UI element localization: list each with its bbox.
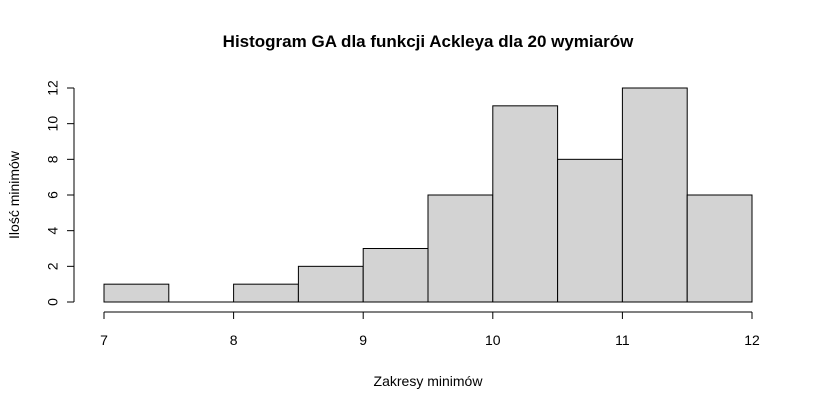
chart-title: Histogram GA dla funkcji Ackleya dla 20 … [223,32,634,51]
x-tick-label: 8 [230,332,238,348]
y-tick-label: 0 [45,298,61,306]
y-tick-label: 2 [45,262,61,270]
histogram-bar [427,194,494,303]
x-axis-label: Zakresy minimów [374,373,484,389]
x-tick-label: 10 [485,332,501,348]
histogram-bar [233,283,299,303]
y-axis-label: Ilość minimów [6,150,22,239]
bars-group [103,87,753,303]
histogram-bar [557,158,623,303]
y-tick-label: 12 [45,80,61,96]
y-tick-label: 4 [45,227,61,235]
histogram-bar [297,265,364,303]
y-tick-label: 10 [45,116,61,132]
x-tick-label: 11 [615,332,630,348]
x-axis: 7 8 9 10 11 12 [100,311,760,348]
histogram-bar [103,283,170,303]
histogram-bar [686,194,753,303]
histogram-bar [492,105,559,303]
y-tick-label: 8 [45,155,61,163]
y-axis: 0 2 4 6 8 10 12 [45,80,75,306]
x-tick-label: 9 [359,332,367,348]
x-tick-label: 7 [100,332,108,348]
x-tick-label: 12 [744,332,760,348]
y-tick-label: 6 [45,191,61,199]
histogram-bar [621,87,688,303]
histogram-bar [362,248,429,303]
